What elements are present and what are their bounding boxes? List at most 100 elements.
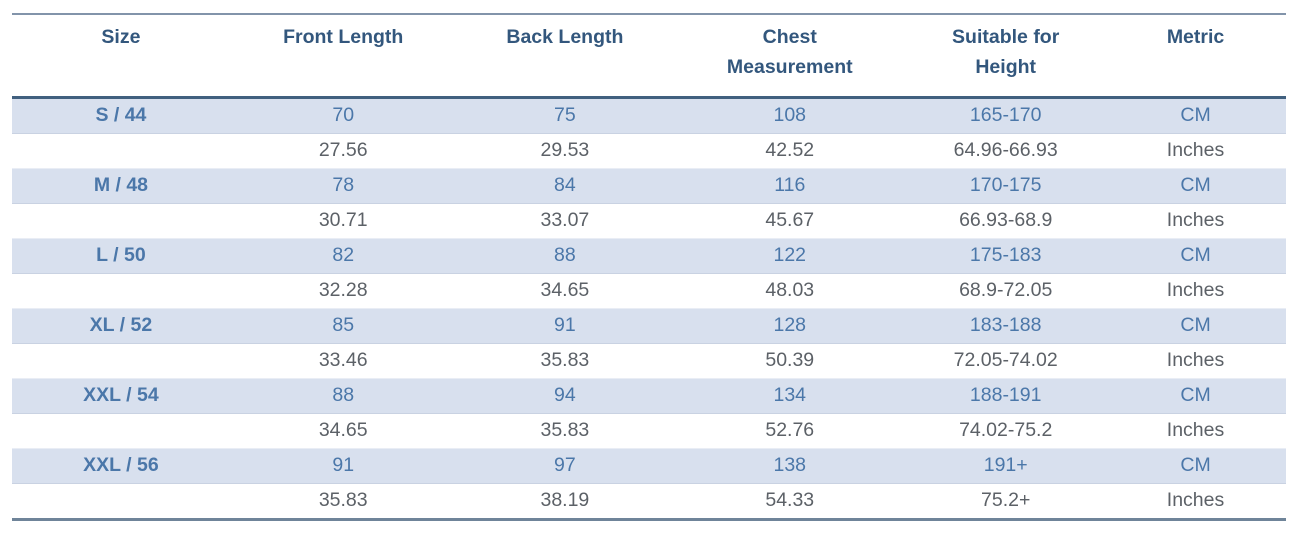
cell-size xyxy=(12,204,230,239)
cell-metric: Inches xyxy=(1166,139,1225,162)
cell-size: M / 48 xyxy=(93,174,149,197)
header-row: Size Front Length Back Length Chest Meas… xyxy=(12,14,1286,99)
table-row-s44-cm: S / 44 70 75 108 165-170 CM xyxy=(12,97,1286,134)
cell-front-length: 70 xyxy=(332,104,355,127)
cell-height: 191+ xyxy=(983,454,1028,477)
cell-chest: 45.67 xyxy=(765,209,815,232)
cell-front-length: 34.65 xyxy=(318,419,368,442)
cell-height: 72.05-74.02 xyxy=(953,349,1058,372)
cell-size: XXL / 54 xyxy=(83,384,159,407)
column-header-front-length: Front Length xyxy=(229,14,457,99)
cell-metric: CM xyxy=(1180,384,1211,407)
cell-height: 188-191 xyxy=(969,384,1042,407)
cell-back-length: 84 xyxy=(554,174,576,197)
cell-height: 183-188 xyxy=(969,314,1042,337)
cell-front-length: 32.28 xyxy=(318,279,368,302)
cell-size xyxy=(12,344,230,379)
table-row-xxl54-cm: XXL / 54 88 94 134 188-191 CM xyxy=(12,378,1286,414)
cell-back-length: 34.65 xyxy=(540,279,590,302)
cell-metric: Inches xyxy=(1166,279,1225,302)
table-row-s44-inches: 27.56 29.53 42.52 64.96-66.93 Inches xyxy=(12,133,1286,169)
cell-back-length: 91 xyxy=(554,314,576,337)
cell-back-length: 94 xyxy=(554,384,576,407)
column-header-metric-label: Metric xyxy=(1166,26,1225,48)
cell-size: S / 44 xyxy=(95,104,147,127)
cell-front-length: 35.83 xyxy=(318,489,368,512)
table-row-xl52-cm: XL / 52 85 91 128 183-188 CM xyxy=(12,308,1286,344)
cell-size: XL / 52 xyxy=(89,314,153,337)
cell-back-length: 35.83 xyxy=(540,349,590,372)
cell-front-length: 85 xyxy=(332,314,355,337)
cell-front-length: 91 xyxy=(332,454,355,477)
cell-chest: 52.76 xyxy=(765,419,815,442)
cell-size xyxy=(12,274,230,309)
cell-height: 64.96-66.93 xyxy=(953,139,1058,162)
cell-chest: 116 xyxy=(774,174,806,197)
cell-chest: 42.52 xyxy=(765,139,815,162)
cell-front-length: 82 xyxy=(332,244,355,267)
table-row-xxl54-inches: 34.65 35.83 52.76 74.02-75.2 Inches xyxy=(12,413,1286,449)
cell-back-length: 97 xyxy=(554,454,576,477)
cell-back-length: 88 xyxy=(554,244,576,267)
cell-height: 165-170 xyxy=(969,104,1042,127)
table-row-xl52-inches: 33.46 35.83 50.39 72.05-74.02 Inches xyxy=(12,343,1286,379)
cell-size xyxy=(12,484,230,520)
table-row-xxl56-cm: XXL / 56 91 97 138 191+ CM xyxy=(12,448,1286,484)
column-header-front-length-label: Front Length xyxy=(283,26,404,48)
table-row-l50-inches: 32.28 34.65 48.03 68.9-72.05 Inches xyxy=(12,273,1286,309)
cell-front-length: 27.56 xyxy=(318,139,368,162)
cell-chest: 128 xyxy=(773,314,807,337)
column-header-chest-measurement-label: Chest Measurement xyxy=(726,26,853,79)
column-header-suitable-height-label: Suitable for Height xyxy=(952,26,1060,79)
cell-chest: 138 xyxy=(773,454,807,477)
cell-metric: CM xyxy=(1180,454,1211,477)
table-row-m48-cm: M / 48 78 84 116 170-175 CM xyxy=(12,168,1286,204)
cell-metric: Inches xyxy=(1166,209,1225,232)
column-header-suitable-height: Suitable for Height xyxy=(906,14,1106,99)
cell-back-length: 75 xyxy=(554,104,576,127)
cell-height: 75.2+ xyxy=(981,489,1031,512)
cell-metric: CM xyxy=(1180,174,1211,197)
cell-chest: 48.03 xyxy=(765,279,815,302)
cell-metric: Inches xyxy=(1166,349,1225,372)
cell-size xyxy=(12,134,230,169)
cell-front-length: 88 xyxy=(332,384,355,407)
cell-size: L / 50 xyxy=(96,244,146,267)
column-header-back-length: Back Length xyxy=(456,14,674,99)
table-body: S / 44 70 75 108 165-170 CM 27.56 29.53 … xyxy=(12,97,1286,520)
size-chart-container: Size Front Length Back Length Chest Meas… xyxy=(12,13,1286,521)
table-row-l50-cm: L / 50 82 88 122 175-183 CM xyxy=(12,238,1286,274)
cell-chest: 108 xyxy=(773,104,807,127)
cell-size: XXL / 56 xyxy=(83,454,159,477)
cell-height: 68.9-72.05 xyxy=(959,279,1053,302)
cell-front-length: 78 xyxy=(332,174,355,197)
cell-chest: 134 xyxy=(773,384,807,407)
cell-back-length: 33.07 xyxy=(540,209,590,232)
cell-chest: 50.39 xyxy=(765,349,815,372)
cell-chest: 54.33 xyxy=(765,489,815,512)
cell-chest: 122 xyxy=(773,244,807,267)
column-header-chest-measurement: Chest Measurement xyxy=(673,14,907,99)
cell-metric: Inches xyxy=(1166,489,1225,512)
cell-front-length: 33.46 xyxy=(318,349,368,372)
cell-height: 74.02-75.2 xyxy=(959,419,1053,442)
size-chart-table: Size Front Length Back Length Chest Meas… xyxy=(12,13,1286,521)
cell-metric: CM xyxy=(1180,314,1211,337)
column-header-back-length-label: Back Length xyxy=(506,26,624,48)
column-header-size: Size xyxy=(12,14,230,99)
cell-back-length: 38.19 xyxy=(540,489,590,512)
column-header-size-label: Size xyxy=(101,26,141,48)
cell-metric: Inches xyxy=(1166,419,1225,442)
cell-front-length: 30.71 xyxy=(318,209,368,232)
cell-metric: CM xyxy=(1180,244,1211,267)
cell-height: 170-175 xyxy=(969,174,1042,197)
table-row-xxl56-inches: 35.83 38.19 54.33 75.2+ Inches xyxy=(12,483,1286,520)
table-header: Size Front Length Back Length Chest Meas… xyxy=(12,14,1286,99)
column-header-metric: Metric xyxy=(1105,14,1286,99)
table-row-m48-inches: 30.71 33.07 45.67 66.93-68.9 Inches xyxy=(12,203,1286,239)
cell-size xyxy=(12,414,230,449)
cell-height: 66.93-68.9 xyxy=(959,209,1053,232)
cell-height: 175-183 xyxy=(969,244,1042,267)
cell-back-length: 35.83 xyxy=(540,419,590,442)
cell-back-length: 29.53 xyxy=(540,139,590,162)
